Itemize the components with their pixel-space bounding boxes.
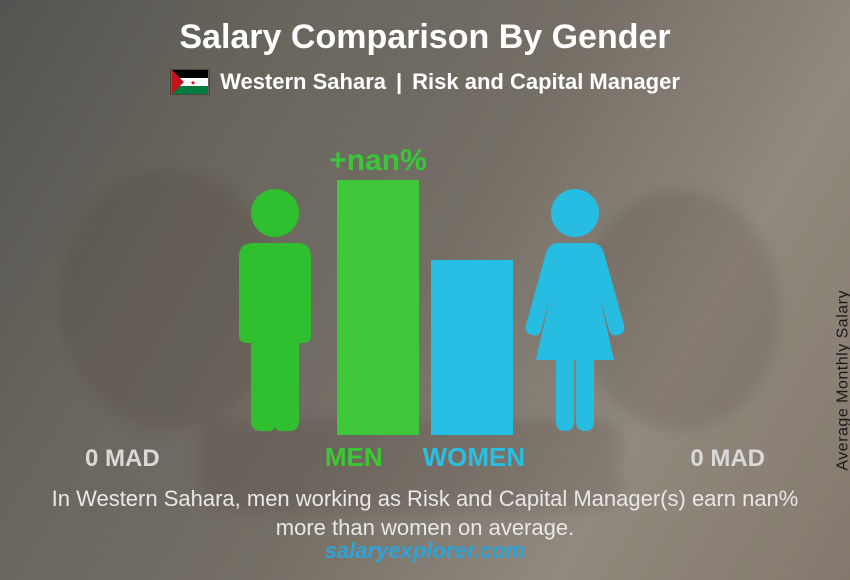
- country-label: Western Sahara: [220, 69, 386, 95]
- separator: |: [396, 69, 402, 95]
- summary-text: In Western Sahara, men working as Risk a…: [45, 485, 805, 542]
- western-sahara-flag-icon: [170, 69, 210, 95]
- women-bar-col: [431, 260, 513, 435]
- y-axis-label: Average Monthly Salary: [835, 290, 850, 471]
- subtitle-row: Western Sahara | Risk and Capital Manage…: [170, 69, 680, 95]
- men-bar: +nan%: [337, 180, 419, 435]
- role-label: Risk and Capital Manager: [412, 69, 680, 95]
- women-icon-col: [525, 185, 625, 435]
- women-label: WOMEN: [423, 442, 526, 473]
- footer-link[interactable]: salaryexplorer.com: [325, 538, 526, 564]
- chart-area: 0 MAD 0 MAD +nan% MEN WOMEN: [75, 115, 775, 435]
- men-label: MEN: [325, 442, 383, 473]
- gender-labels-row: MEN WOMEN: [75, 442, 775, 473]
- delta-label: +nan%: [329, 144, 427, 178]
- men-bar-col: +nan%: [337, 180, 419, 435]
- page-title: Salary Comparison By Gender: [179, 18, 670, 57]
- women-bar: [431, 260, 513, 435]
- female-icon: [525, 185, 625, 435]
- men-icon-col: [225, 185, 325, 435]
- male-icon: [225, 185, 325, 435]
